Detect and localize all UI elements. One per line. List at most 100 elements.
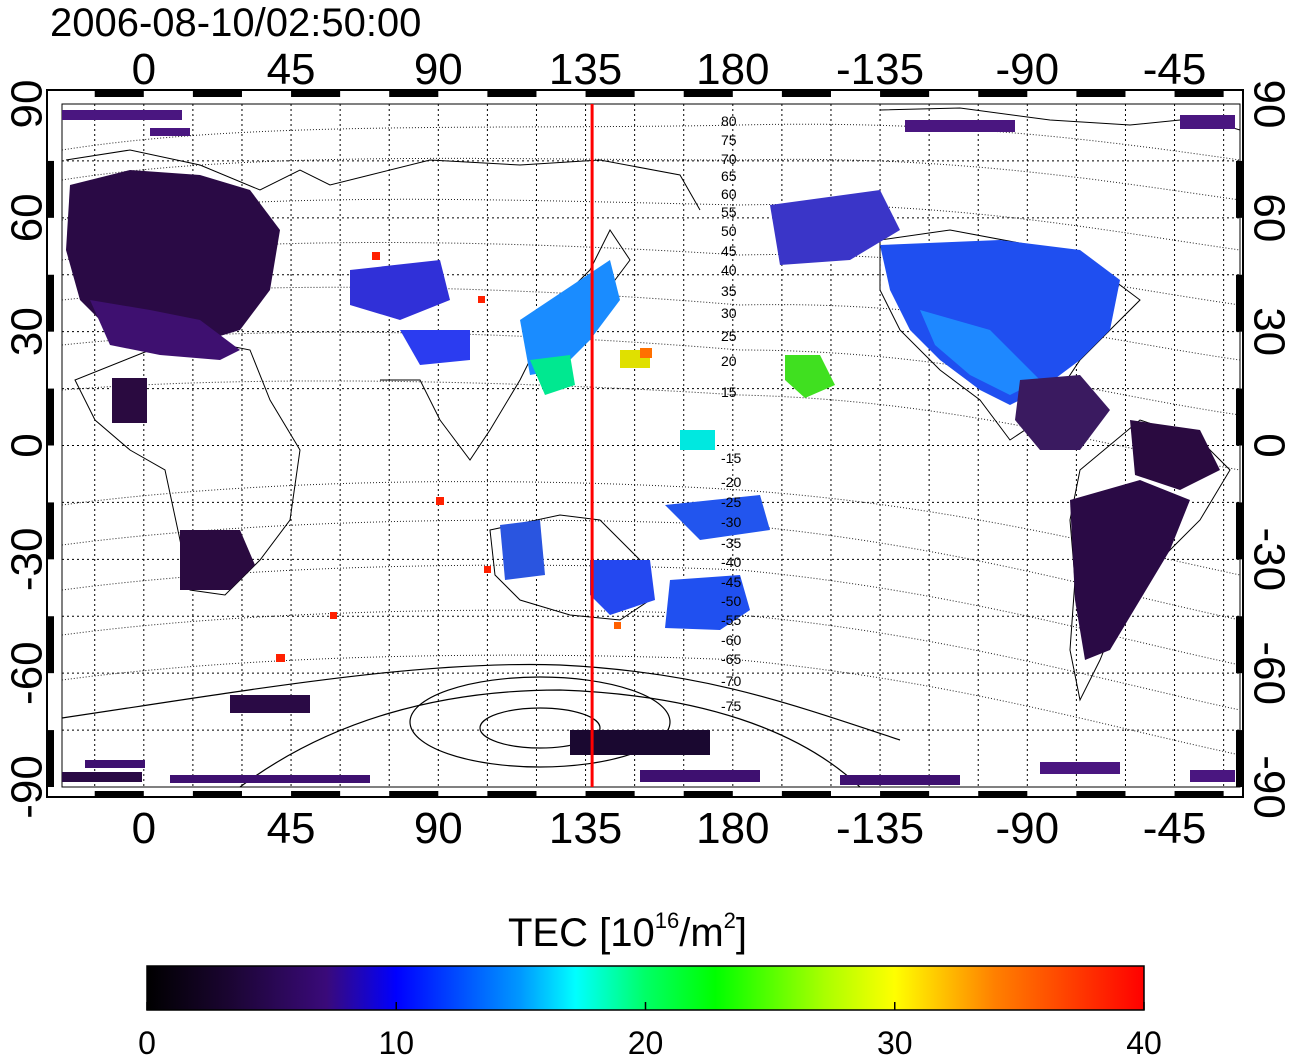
lon-tick-label-top: -90 (996, 45, 1060, 94)
lon-tick-label-bottom: -135 (836, 804, 924, 853)
lon-tick-label-top: 135 (549, 45, 622, 94)
frame-dash (1076, 791, 1126, 797)
mlat-label: -60 (721, 632, 741, 648)
lat-tick-label-right: 30 (1244, 307, 1292, 356)
lat-tick-label-right: -30 (1244, 528, 1292, 592)
mlat-label: 40 (721, 262, 737, 278)
south-magnetic-pole-contours (62, 663, 901, 787)
mlat-label: 25 (721, 328, 737, 344)
lon-tick-label-top: 180 (696, 45, 769, 94)
frame-dash (291, 91, 341, 97)
frame-dash (48, 160, 54, 218)
lat-tick-label-right: 60 (1244, 193, 1292, 242)
mlat-label: 60 (721, 186, 737, 202)
mlat-label: -75 (721, 698, 741, 714)
lon-tick-label-top: 45 (267, 45, 316, 94)
mlat-label: 75 (721, 132, 737, 148)
mlat-label: 50 (721, 223, 737, 239)
latitude-ticks-right: 90 60 30 0 -30 -60 -90 (1244, 80, 1292, 819)
frame-dash (48, 730, 54, 787)
colorbar-tick-label: 20 (628, 1025, 664, 1057)
mlat-label: 35 (721, 283, 737, 299)
mlat-label: -35 (721, 535, 741, 551)
frame-dash (585, 791, 635, 797)
lon-tick-label-bottom: -90 (996, 804, 1060, 853)
lon-tick-label-bottom: 45 (267, 804, 316, 853)
frame-dash (683, 791, 733, 797)
lon-tick-label-top: -135 (836, 45, 924, 94)
frame-dash (880, 91, 930, 97)
mlat-label: -50 (721, 593, 741, 609)
frame-dash (48, 274, 54, 332)
mlat-label: 45 (721, 243, 737, 259)
frame-dash (1076, 91, 1126, 97)
colorbar-tick-label: 40 (1126, 1025, 1162, 1057)
mlat-label: 20 (721, 353, 737, 369)
lon-tick-label-bottom: 135 (549, 804, 622, 853)
lat-tick-label-left: 60 (3, 193, 52, 242)
frame-dash (94, 91, 144, 97)
mlat-label: -65 (721, 651, 741, 667)
colorbar-tick-label: 0 (138, 1025, 156, 1057)
frame-dash (389, 791, 439, 797)
mlat-label: 80 (721, 113, 737, 129)
lon-tick-label-bottom: 90 (414, 804, 463, 853)
longitude-ticks-bottom: 0 45 90 135 180 -135 -90 -45 (132, 804, 1207, 853)
lat-tick-label-left: 90 (3, 80, 52, 129)
lat-tick-label-left: -30 (3, 528, 52, 592)
frame-dash (487, 91, 537, 97)
frame-dash (1236, 274, 1242, 332)
frame-dash (192, 791, 242, 797)
map-frame-border-ticks (48, 91, 1242, 797)
mlat-label: -15 (721, 450, 741, 466)
lat-tick-label-right: -90 (1244, 755, 1292, 819)
colorbar-tick-label: 30 (877, 1025, 913, 1057)
frame-dash (880, 791, 930, 797)
frame-dash (94, 791, 144, 797)
lon-tick-label-bottom: 180 (696, 804, 769, 853)
latitude-ticks-left: 90 60 30 0 -30 -60 -90 (3, 80, 52, 819)
frame-dash (1174, 791, 1224, 797)
frame-dash (1236, 502, 1242, 560)
colorbar-ticks: 0 10 20 30 40 (138, 1002, 1162, 1057)
lat-tick-label-right: 90 (1244, 80, 1292, 129)
lat-tick-label-left: 30 (3, 307, 52, 356)
mlat-label: -45 (721, 574, 741, 590)
frame-dash (585, 91, 635, 97)
mlat-label: 15 (721, 384, 737, 400)
frame-dash (1236, 616, 1242, 674)
lon-tick-label-bottom: 0 (132, 804, 156, 853)
frame-dash (389, 91, 439, 97)
colorbar-tick-label: 10 (378, 1025, 414, 1057)
frame-dash (48, 616, 54, 674)
frame-dash (192, 91, 242, 97)
mlat-label: 65 (721, 168, 737, 184)
frame-dash (48, 502, 54, 560)
mlat-label: -20 (721, 474, 741, 490)
mlat-label: -30 (721, 514, 741, 530)
timestamp-title: 2006-08-10/02:50:00 (50, 1, 421, 45)
frame-dash (291, 791, 341, 797)
lon-tick-label-top: -45 (1143, 45, 1207, 94)
frame-dash (487, 791, 537, 797)
frame-dash (1174, 91, 1224, 97)
frame-dash (1236, 160, 1242, 218)
longitude-ticks-top: 0 45 90 135 180 -135 -90 -45 (132, 45, 1207, 94)
mlat-label: 30 (721, 305, 737, 321)
mlat-label: 70 (721, 151, 737, 167)
frame-dash (978, 91, 1028, 97)
frame-dash (781, 91, 831, 97)
frame-dash (1236, 730, 1242, 787)
colorbar-title: TEC [1016/m2] (508, 908, 747, 955)
tec-observations (62, 110, 1235, 785)
lat-tick-label-right: 0 (1244, 433, 1292, 457)
frame-dash (978, 791, 1028, 797)
lat-tick-label-left: -90 (3, 755, 52, 819)
frame-dash (1236, 388, 1242, 446)
mlat-label: 55 (721, 204, 737, 220)
mlat-label: -55 (721, 612, 741, 628)
frame-dash (683, 91, 733, 97)
lon-tick-label-bottom: -45 (1143, 804, 1207, 853)
